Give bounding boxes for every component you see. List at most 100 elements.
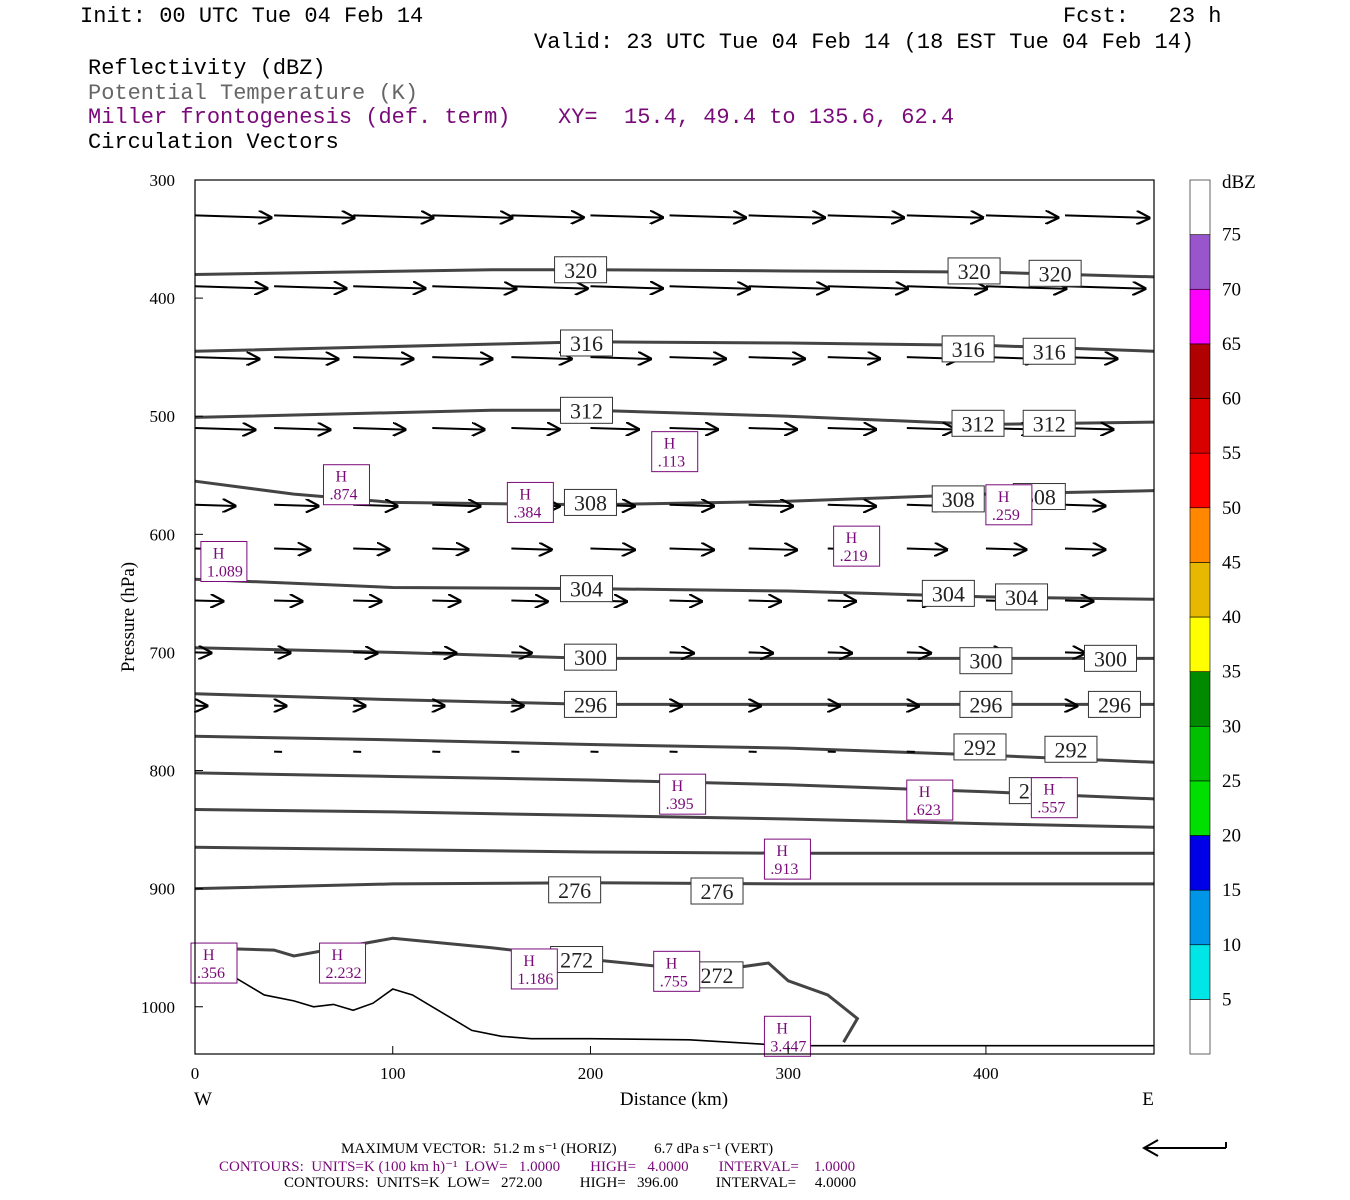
vector-arrow	[511, 600, 547, 601]
vector-arrow	[827, 600, 856, 601]
vector-arrow	[1064, 652, 1085, 653]
vector-arrow	[906, 652, 931, 653]
valid-time: Valid: 23 UTC Tue 04 Feb 14 (18 EST Tue …	[534, 30, 1195, 55]
vector-arrow	[432, 548, 468, 549]
vector-arrow	[669, 652, 694, 653]
vector-arrow	[748, 652, 773, 653]
vector-arrow	[985, 548, 1026, 549]
isentrope-label-box	[563, 690, 617, 718]
frontogenesis-value: .874	[329, 487, 357, 504]
frontogenesis-box	[833, 525, 881, 567]
isentrope-label-box	[995, 583, 1049, 611]
vector-arrow	[669, 357, 726, 359]
colorbar-segment	[1189, 179, 1211, 235]
vector-arrow	[748, 548, 797, 549]
colorbar-label: 35	[1222, 662, 1241, 683]
frontogenesis-high-label: H	[664, 436, 676, 453]
frontogenesis-box	[510, 948, 558, 990]
vector-arrow	[274, 357, 338, 359]
vector-arrow	[669, 548, 714, 549]
x-left-end-label: W	[194, 1089, 212, 1110]
vector-arrow	[353, 548, 389, 549]
vector-arrow	[827, 357, 880, 359]
vector-arrow	[353, 215, 433, 217]
y-tick-label: 900	[150, 880, 176, 899]
frontogenesis-value: 1.186	[517, 971, 553, 988]
isentrope-label-box	[931, 485, 985, 513]
vector-arrow	[274, 286, 346, 288]
x-tick-label: 300	[775, 1064, 801, 1083]
frontogenesis-value: .395	[666, 796, 694, 813]
frontogenesis-high-label: H	[919, 784, 931, 801]
isentrope-320	[194, 268, 1155, 279]
vector-arrow	[827, 215, 904, 217]
y-tick-label: 500	[150, 407, 176, 426]
y-tick-label: 800	[150, 762, 176, 781]
isentrope-label-box	[1022, 337, 1076, 365]
vector-arrow	[194, 215, 271, 217]
isentrope-label-box	[941, 335, 995, 363]
vector-arrow	[432, 505, 480, 506]
isentrope-label: 312	[570, 398, 603, 423]
isentrope-label: 312	[1033, 411, 1066, 436]
vector-arrow	[590, 286, 662, 288]
isentrope-label: 320	[1039, 261, 1072, 286]
x-tick-label: 200	[578, 1064, 604, 1083]
isentrope-284	[194, 808, 1155, 829]
forecast-hour: Fcst: 23 h	[1063, 4, 1222, 29]
isentrope-label-box	[560, 396, 614, 424]
colorbar-segment	[1189, 343, 1211, 399]
isentrope-label: 272	[701, 963, 734, 988]
y-tick-label: 600	[150, 525, 176, 544]
frontogenesis-value: .557	[1037, 800, 1065, 817]
vector-arrow	[906, 215, 983, 217]
vector-arrow	[511, 357, 571, 359]
x-axis-label: Distance (km)	[620, 1089, 728, 1110]
isentrope-label-box	[690, 877, 744, 905]
isentrope-label-box	[959, 647, 1013, 675]
vector-arrow	[590, 548, 634, 549]
colorbar-segment	[1189, 288, 1211, 345]
x-tick-label: 400	[973, 1064, 999, 1083]
vector-arrow	[827, 286, 908, 288]
isentrope-292	[194, 734, 1155, 764]
colorbar-label: 20	[1222, 826, 1241, 847]
frontogenesis-value: .623	[913, 802, 941, 819]
isentrope-label: 308	[942, 487, 975, 512]
field-miller: Miller frontogenesis (def. term)	[88, 105, 511, 130]
isentrope-label: 304	[1005, 585, 1038, 610]
vector-arrow	[985, 215, 1058, 217]
frontogenesis-box	[319, 942, 367, 984]
colorbar-label: 55	[1222, 443, 1241, 464]
colorbar-segment	[1189, 616, 1211, 672]
isentrope-label-box	[1028, 259, 1082, 287]
x-tick-label: 100	[380, 1064, 406, 1083]
vector-arrow	[511, 286, 587, 288]
isentrope-label-box	[1022, 409, 1076, 437]
vector-arrow	[194, 357, 259, 359]
isentrope-label: 304	[932, 581, 965, 606]
vector-arrow	[353, 286, 425, 288]
vector-arrow	[274, 548, 310, 549]
isentrope-276	[194, 881, 1154, 891]
vector-arrow	[194, 286, 267, 288]
vector-arrow	[906, 548, 947, 549]
x-right-end-label: E	[1142, 1089, 1154, 1110]
field-vectors: Circulation Vectors	[88, 130, 339, 155]
frontogenesis-high-label: H	[213, 545, 225, 562]
isentrope-label: 296	[574, 692, 607, 717]
frontogenesis-high-label: H	[203, 947, 215, 964]
vector-arrow	[669, 286, 750, 288]
y-tick-label: 300	[150, 171, 176, 190]
frontogenesis-box	[653, 950, 701, 992]
colorbar-segment	[1189, 835, 1211, 891]
isentrope-label: 316	[952, 337, 985, 362]
frontogenesis-value: .913	[770, 861, 798, 878]
isentrope-label: 296	[1098, 692, 1131, 717]
colorbar-segment	[1189, 507, 1211, 563]
isentrope-label-box	[921, 579, 975, 607]
vector-arrow	[906, 428, 955, 429]
colorbar-label: 5	[1222, 989, 1232, 1010]
isentrope-label: 316	[570, 331, 603, 356]
frontogenesis-box	[659, 773, 707, 815]
